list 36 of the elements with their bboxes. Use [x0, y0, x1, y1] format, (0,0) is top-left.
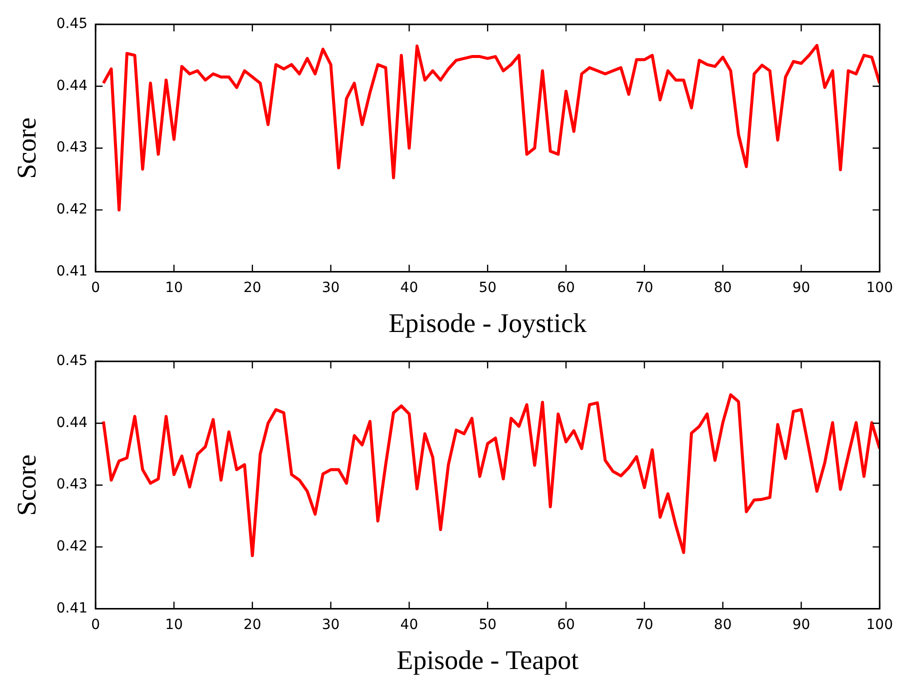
x-tick-label: 10	[165, 616, 183, 633]
y-axis-title: Score	[11, 117, 42, 179]
x-tick-label: 100	[866, 280, 894, 296]
y-tick-label: 0.45	[56, 16, 88, 32]
x-tick-label: 70	[636, 280, 654, 296]
x-axis-title: Episode - Joystick	[388, 308, 588, 338]
y-tick-label: 0.44	[56, 414, 88, 431]
x-tick-label: 0	[91, 280, 100, 296]
y-tick-label: 0.41	[56, 263, 88, 280]
y-tick-label: 0.43	[56, 140, 88, 156]
y-tick-label: 0.43	[56, 476, 88, 493]
x-tick-label: 100	[866, 616, 894, 633]
x-tick-label: 90	[792, 616, 810, 633]
x-tick-label: 20	[243, 616, 262, 633]
x-tick-label: 80	[714, 280, 732, 296]
y-axis-title: Score	[11, 454, 42, 516]
x-tick-label: 30	[322, 280, 340, 296]
x-tick-label: 50	[478, 616, 497, 633]
x-tick-label: 90	[792, 280, 810, 296]
x-tick-label: 20	[243, 280, 262, 296]
x-tick-label: 10	[165, 280, 183, 296]
x-axis-title: Episode - Teapot	[396, 644, 580, 675]
x-tick-label: 40	[400, 616, 418, 633]
x-tick-label: 0	[91, 616, 100, 633]
y-tick-label: 0.41	[56, 600, 88, 616]
y-tick-label: 0.42	[56, 202, 88, 218]
y-tick-label: 0.44	[56, 78, 88, 94]
y-tick-label: 0.45	[56, 353, 88, 370]
x-tick-label: 30	[322, 616, 340, 633]
x-tick-label: 60	[557, 616, 575, 633]
x-tick-label: 60	[557, 280, 575, 296]
x-tick-label: 50	[478, 280, 497, 296]
x-tick-label: 70	[636, 616, 654, 633]
x-tick-label: 40	[400, 280, 418, 296]
y-tick-label: 0.42	[56, 538, 88, 555]
x-tick-label: 80	[714, 616, 732, 633]
